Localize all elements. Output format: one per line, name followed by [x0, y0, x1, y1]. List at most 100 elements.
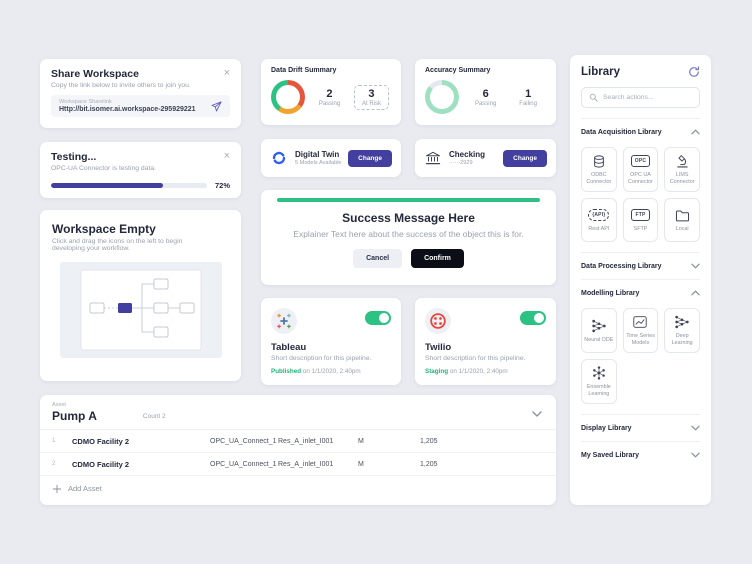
tableau-icon [271, 308, 297, 334]
change-button[interactable]: Change [503, 149, 547, 167]
search-input[interactable] [603, 94, 692, 101]
library-item-rest-api[interactable]: {API} Rest API [581, 198, 617, 243]
success-title: Success Message Here [342, 211, 475, 225]
share-workspace-title: Share Workspace [51, 68, 139, 80]
success-accent-bar [277, 198, 540, 202]
cell-type: M [358, 460, 364, 468]
checking-title: Checking [449, 150, 486, 159]
library-item-neural-ode[interactable]: Neural ODE [581, 308, 617, 354]
progress-fill [51, 183, 164, 188]
chevron-down-icon [691, 425, 700, 431]
opc-icon: OPC [630, 153, 651, 169]
asset-table-card: Asset Pump A Count 2 1 CDMO Facility 2 O… [40, 395, 556, 505]
stat-passing: 2 Passing [318, 87, 341, 107]
folder-icon [675, 207, 690, 223]
digital-twin-subtitle: 5 Models Available [295, 160, 342, 166]
close-icon[interactable]: × [223, 150, 230, 162]
checking-account-card: Checking ······2929 Change [415, 139, 556, 177]
cell-value: 1,205 [420, 460, 438, 468]
change-button[interactable]: Change [348, 149, 392, 167]
add-asset-button[interactable]: Add Asset [40, 475, 556, 501]
table-row[interactable]: 1 CDMO Facility 2 OPC_UA_Connect_1 Res_A… [40, 429, 556, 452]
stat-failing: 1 Failing [519, 87, 537, 107]
library-item-deep-learning[interactable]: Deep Learning [664, 308, 700, 354]
workflow-illustration [52, 262, 229, 358]
chevron-down-icon [691, 452, 700, 458]
share-workspace-card: Share Workspace × Copy the link below to… [40, 59, 241, 128]
close-icon[interactable]: × [223, 67, 230, 79]
library-item-odbc-connector[interactable]: ODBC Connector [581, 147, 617, 193]
pipeline-status: Staging on 1/1/2020, 2:40pm [425, 368, 546, 375]
data-drift-title: Data Drift Summary [271, 67, 337, 74]
progress-percent: 72% [214, 181, 230, 190]
digital-twin-icon [270, 149, 288, 167]
digital-twin-card: Digital Twin 5 Models Available Change [261, 139, 401, 177]
chevron-up-icon [691, 290, 700, 296]
database-icon [592, 153, 606, 169]
accuracy-summary-card: Accuracy Summary 6 Passing 1 Failing [415, 59, 556, 125]
cell-tag: Res_A_inlet_I001 [278, 437, 334, 445]
testing-subtitle: OPC-UA Connector is testing data. [51, 165, 157, 172]
section-data-acquisition-library[interactable]: Data Acquisition Library [581, 118, 700, 145]
accuracy-title: Accuracy Summary [425, 67, 491, 74]
section-data-processing-library[interactable]: Data Processing Library [581, 252, 700, 279]
library-search[interactable] [581, 87, 700, 108]
cell-type: M [358, 437, 364, 445]
cell-facility: CDMO Facility 2 [72, 459, 130, 469]
twilio-icon [425, 308, 451, 334]
cell-connector: OPC_UA_Connect_1 [210, 460, 277, 468]
search-icon [589, 93, 598, 102]
bank-icon [424, 149, 442, 167]
asset-title: Pump A [52, 409, 97, 423]
time-series-icon [632, 314, 648, 330]
share-workspace-subtitle: Copy the link below to invite others to … [51, 82, 191, 89]
digital-twin-title: Digital Twin [295, 150, 340, 159]
pipeline-description: Short description for this pipeline. [425, 355, 526, 362]
status-timestamp: on 1/1/2020, 2:40pm [301, 368, 361, 375]
library-item-lims-connector[interactable]: LIMS Connector [664, 147, 700, 193]
section-my-saved-library[interactable]: My Saved Library [581, 441, 700, 468]
cell-value: 1,205 [420, 437, 438, 445]
pipeline-card-tableau: Tableau Short description for this pipel… [261, 298, 401, 385]
cancel-button[interactable]: Cancel [353, 249, 403, 268]
library-item-time-series-models[interactable]: Time Series Models [622, 308, 659, 354]
workspace-empty-title: Workspace Empty [52, 222, 156, 236]
pipeline-card-twilio: Twilio Short description for this pipeli… [415, 298, 556, 385]
chevron-up-icon [691, 129, 700, 135]
library-item-opc-ua-connector[interactable]: OPC OPC UA Connector [622, 147, 659, 193]
progress-bar [51, 183, 207, 188]
pipeline-toggle[interactable] [520, 311, 546, 325]
data-drift-donut-chart [271, 80, 305, 114]
confirm-button[interactable]: Confirm [411, 249, 464, 268]
section-display-library[interactable]: Display Library [581, 414, 700, 441]
library-item-ensemble-learning[interactable]: Ensemble Learning [581, 359, 617, 405]
status-badge: Staging [425, 368, 449, 375]
pipeline-name: Twilio [425, 342, 452, 353]
section-modelling-library[interactable]: Modelling Library [581, 279, 700, 306]
chevron-down-icon[interactable] [532, 411, 542, 417]
testing-progress-card: Testing... × OPC-UA Connector is testing… [40, 142, 241, 198]
asset-count: Count 2 [142, 413, 166, 420]
stat-at-risk[interactable]: 3 At Risk [353, 84, 389, 110]
sharelink-value: Http://bit.isomer.ai.workspace-295929221 [59, 106, 196, 113]
success-modal: Success Message Here Explainer Text here… [261, 190, 556, 285]
ftp-icon: FTP [631, 207, 650, 223]
library-item-sftp[interactable]: FTP SFTP [622, 198, 659, 243]
status-badge: Published [271, 368, 302, 375]
sharelink-label: Workspace Sharelink [59, 99, 112, 105]
neural-network-icon [591, 318, 607, 334]
pipeline-toggle[interactable] [365, 311, 391, 325]
library-item-local[interactable]: Local [664, 198, 700, 243]
refresh-icon[interactable] [688, 66, 700, 78]
sharelink-field[interactable]: Workspace Sharelink Http://bit.isomer.ai… [51, 95, 230, 117]
table-row[interactable]: 2 CDMO Facility 2 OPC_UA_Connect_1 Res_A… [40, 452, 556, 475]
success-body: Explainer Text here about the success of… [293, 229, 524, 239]
workspace-empty-body: Click and drag the icons on the left to … [52, 238, 183, 252]
cell-connector: OPC_UA_Connect_1 [210, 437, 277, 445]
status-timestamp: on 1/1/2020, 2:40pm [448, 368, 508, 375]
library-panel: Library Data Acquisition Library ODBC Co… [570, 55, 711, 505]
pipeline-description: Short description for this pipeline. [271, 355, 372, 362]
stat-passing: 6 Passing [474, 87, 497, 107]
send-icon[interactable] [211, 101, 222, 112]
asset-label: Asset [52, 402, 66, 408]
